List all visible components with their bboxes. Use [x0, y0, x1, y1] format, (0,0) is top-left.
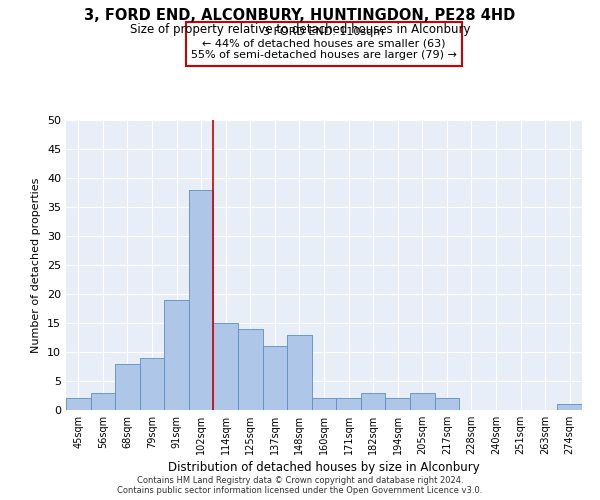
Bar: [263, 346, 287, 410]
Bar: [164, 300, 189, 410]
Bar: [361, 392, 385, 410]
Y-axis label: Number of detached properties: Number of detached properties: [31, 178, 41, 352]
Text: 3 FORD END: 110sqm
← 44% of detached houses are smaller (63)
55% of semi-detache: 3 FORD END: 110sqm ← 44% of detached hou…: [191, 27, 457, 60]
Bar: [287, 334, 312, 410]
Bar: [557, 404, 582, 410]
Bar: [410, 392, 434, 410]
Bar: [312, 398, 336, 410]
Bar: [66, 398, 91, 410]
X-axis label: Distribution of detached houses by size in Alconbury: Distribution of detached houses by size …: [168, 461, 480, 474]
Bar: [214, 323, 238, 410]
Bar: [238, 329, 263, 410]
Bar: [140, 358, 164, 410]
Text: Size of property relative to detached houses in Alconbury: Size of property relative to detached ho…: [130, 22, 470, 36]
Bar: [91, 392, 115, 410]
Bar: [385, 398, 410, 410]
Text: Contains HM Land Registry data © Crown copyright and database right 2024.
Contai: Contains HM Land Registry data © Crown c…: [118, 476, 482, 495]
Bar: [434, 398, 459, 410]
Bar: [189, 190, 214, 410]
Bar: [336, 398, 361, 410]
Bar: [115, 364, 140, 410]
Text: 3, FORD END, ALCONBURY, HUNTINGDON, PE28 4HD: 3, FORD END, ALCONBURY, HUNTINGDON, PE28…: [85, 8, 515, 22]
